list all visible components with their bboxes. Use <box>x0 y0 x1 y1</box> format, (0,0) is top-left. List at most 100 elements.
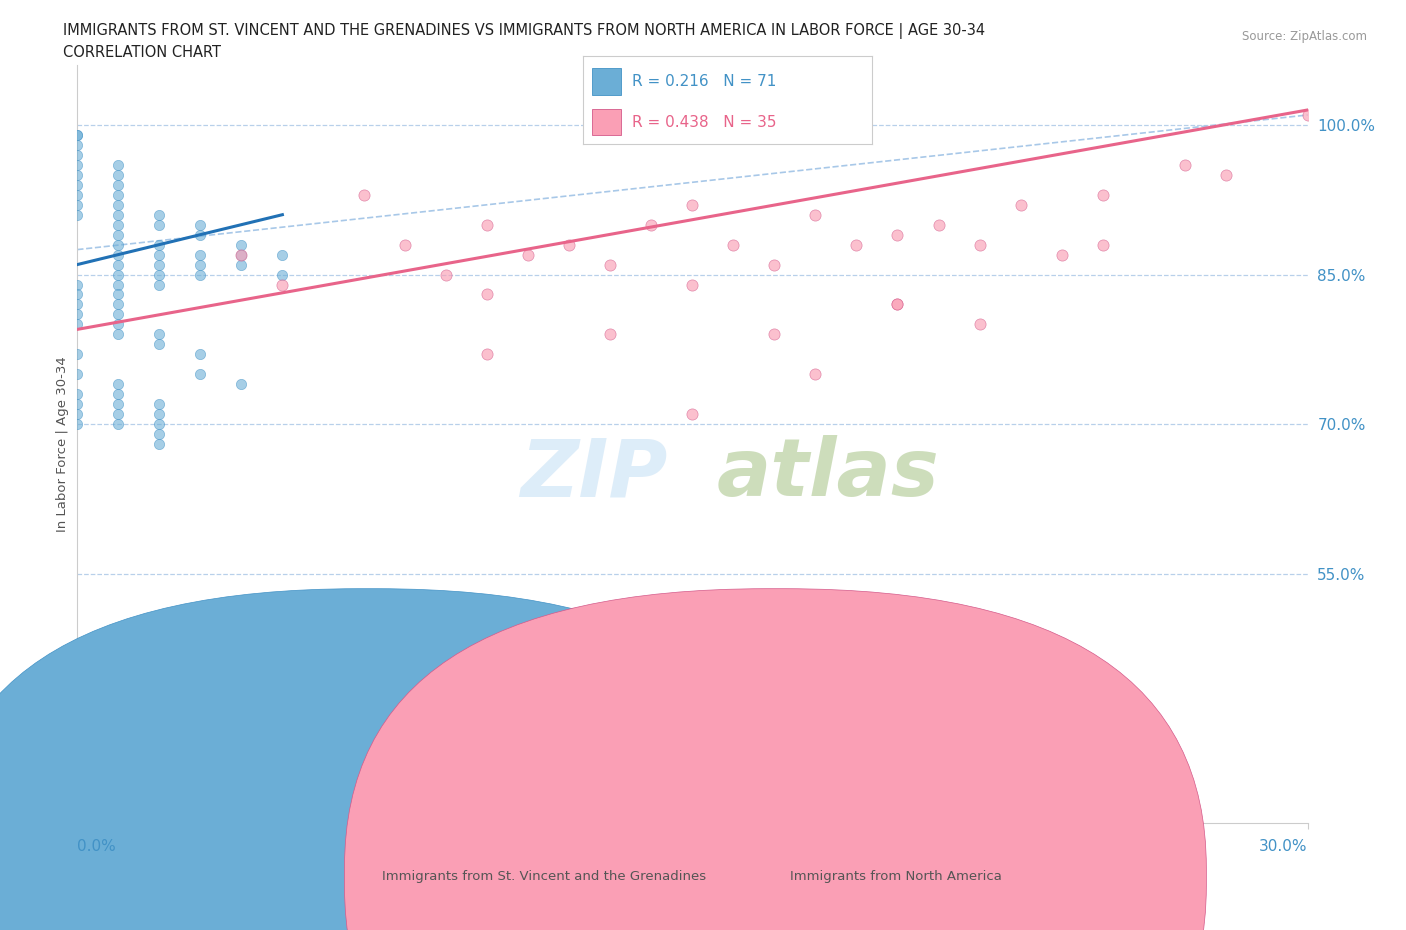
Point <box>1010 197 1032 212</box>
Point <box>66 397 89 412</box>
Point <box>148 247 170 262</box>
Point <box>763 327 786 342</box>
Point <box>66 138 89 153</box>
Y-axis label: In Labor Force | Age 30-34: In Labor Force | Age 30-34 <box>56 356 69 532</box>
Point <box>107 237 129 252</box>
Point <box>66 387 89 402</box>
Point <box>107 397 129 412</box>
Point <box>107 327 129 342</box>
Text: 0.0%: 0.0% <box>77 839 117 854</box>
Point <box>148 427 170 442</box>
Point <box>148 257 170 272</box>
Point <box>107 197 129 212</box>
Point <box>148 417 170 432</box>
Point <box>66 366 89 381</box>
Point <box>804 366 827 381</box>
Point <box>188 218 212 232</box>
Point <box>188 366 212 381</box>
Point <box>886 227 908 242</box>
Point <box>969 317 991 332</box>
Point <box>599 257 621 272</box>
Point <box>107 218 129 232</box>
Text: IMMIGRANTS FROM ST. VINCENT AND THE GRENADINES VS IMMIGRANTS FROM NORTH AMERICA : IMMIGRANTS FROM ST. VINCENT AND THE GREN… <box>63 23 986 39</box>
Point <box>188 347 212 362</box>
Point <box>107 317 129 332</box>
Text: R = 0.438   N = 35: R = 0.438 N = 35 <box>633 114 778 129</box>
Point <box>66 187 89 202</box>
Point <box>66 287 89 302</box>
Point <box>599 327 621 342</box>
Point <box>107 257 129 272</box>
Bar <box>592 68 621 95</box>
Point <box>107 157 129 172</box>
Point <box>477 287 499 302</box>
Point <box>107 307 129 322</box>
Point <box>723 237 745 252</box>
Point <box>188 247 212 262</box>
Point <box>969 237 991 252</box>
Point <box>107 167 129 182</box>
Point <box>66 317 89 332</box>
Point <box>66 197 89 212</box>
Point <box>886 297 908 312</box>
Point <box>640 218 662 232</box>
Point <box>1091 237 1114 252</box>
Point <box>682 197 704 212</box>
Point <box>66 297 89 312</box>
Point <box>558 237 581 252</box>
Point <box>477 218 499 232</box>
Point <box>107 406 129 421</box>
Point <box>231 257 253 272</box>
Point <box>271 247 294 262</box>
Point <box>66 127 89 142</box>
Point <box>231 377 253 392</box>
Point <box>148 218 170 232</box>
Point <box>66 148 89 163</box>
Point <box>763 257 786 272</box>
Text: R = 0.216   N = 71: R = 0.216 N = 71 <box>633 73 778 89</box>
Point <box>188 257 212 272</box>
Point <box>66 406 89 421</box>
Point <box>188 267 212 282</box>
Point <box>148 267 170 282</box>
Point <box>107 277 129 292</box>
Point <box>66 157 89 172</box>
Point <box>148 337 170 352</box>
Point <box>66 207 89 222</box>
Point <box>66 307 89 322</box>
Point <box>66 178 89 193</box>
Point <box>107 267 129 282</box>
Point <box>845 237 868 252</box>
Point <box>477 347 499 362</box>
Point <box>231 247 253 262</box>
Point <box>107 207 129 222</box>
Point <box>353 187 375 202</box>
Point <box>231 247 253 262</box>
Point <box>682 406 704 421</box>
Point <box>107 227 129 242</box>
Point <box>107 247 129 262</box>
Point <box>1215 167 1237 182</box>
Point <box>66 417 89 432</box>
Point <box>682 277 704 292</box>
Point <box>271 277 294 292</box>
Point <box>1091 187 1114 202</box>
Point <box>394 237 416 252</box>
Point <box>107 417 129 432</box>
Point <box>1050 247 1073 262</box>
Point <box>66 347 89 362</box>
Text: Source: ZipAtlas.com: Source: ZipAtlas.com <box>1241 30 1367 43</box>
Point <box>148 406 170 421</box>
Text: CORRELATION CHART: CORRELATION CHART <box>63 45 221 60</box>
Text: Immigrants from St. Vincent and the Grenadines: Immigrants from St. Vincent and the Gren… <box>382 870 707 883</box>
Point <box>188 227 212 242</box>
Point <box>107 387 129 402</box>
Point <box>148 237 170 252</box>
Point <box>148 327 170 342</box>
Bar <box>592 109 621 136</box>
Point <box>231 237 253 252</box>
Point <box>928 218 950 232</box>
Point <box>66 167 89 182</box>
Text: atlas: atlas <box>717 435 939 513</box>
Point <box>517 247 540 262</box>
